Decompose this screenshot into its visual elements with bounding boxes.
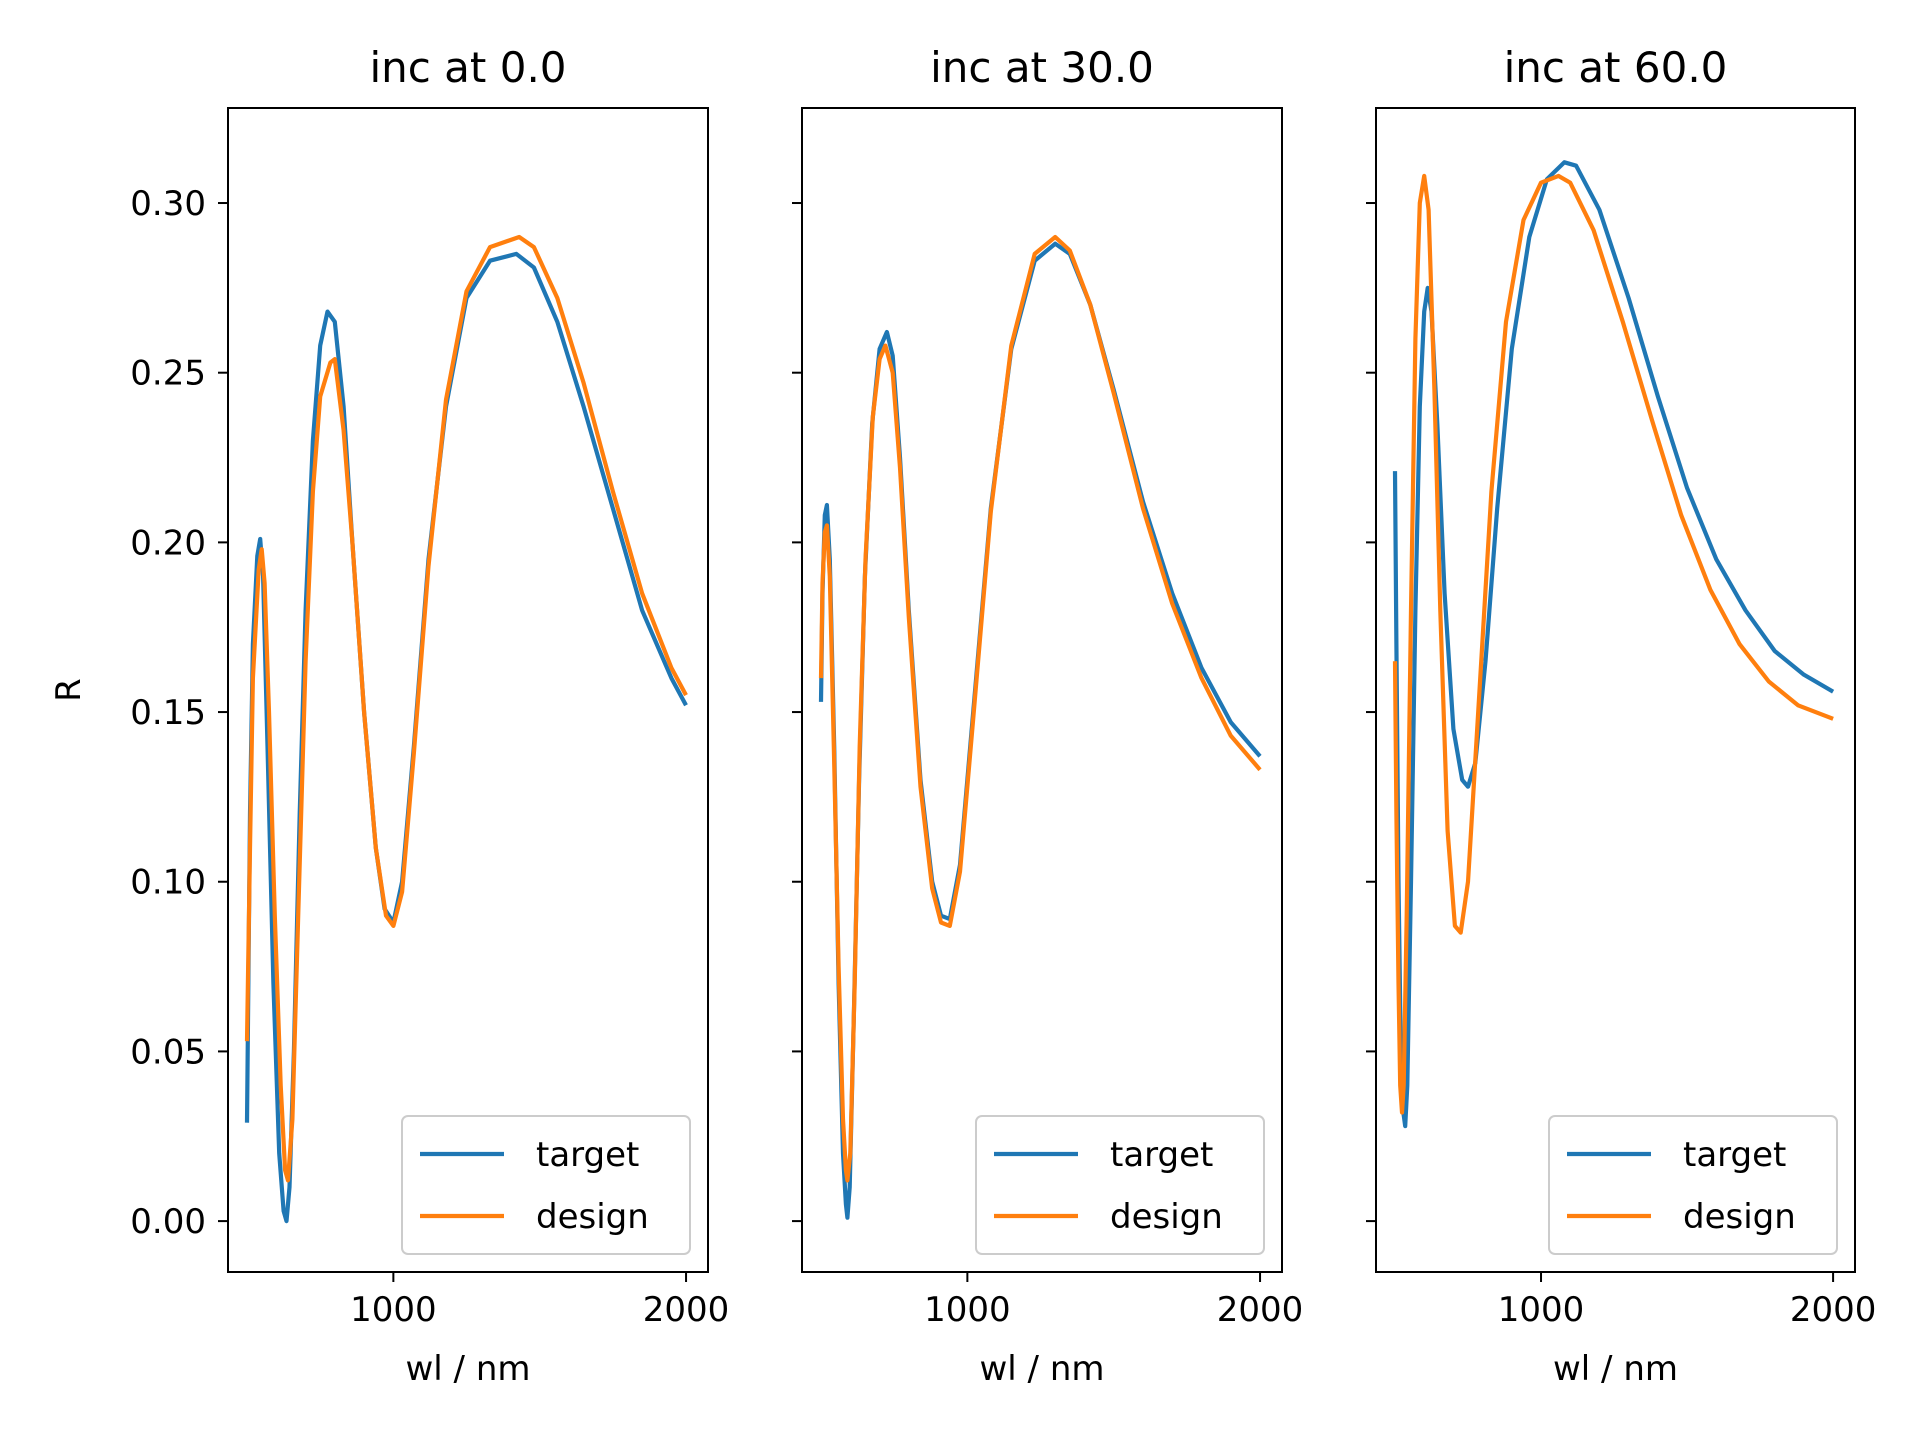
chart-panel-3: 1000 2000 inc at 60.0 wl / nm target design [1366,43,1876,1389]
x-tick-label: 1000 [350,1290,437,1330]
y-tick-label: 0.25 [130,354,206,394]
y-axis-label: R [49,678,89,702]
legend-box [1548,1115,1838,1255]
legend-box [401,1115,691,1255]
axes-frame [801,107,1283,1273]
x-tick-label: 1000 [1498,1290,1585,1330]
x-axis-label: wl / nm [1553,1349,1678,1389]
legend: target design [975,1115,1265,1255]
x-tick-label: 2000 [1217,1290,1304,1330]
y-tick-label: 0.15 [130,693,206,733]
series-line-design [1392,173,1834,1115]
series-line-target [244,251,688,1224]
axes-frame [1375,107,1856,1273]
legend-label-target: target [1110,1135,1213,1175]
legend-label-target: target [1683,1135,1786,1175]
x-tick-label: 1000 [924,1290,1011,1330]
y-tick-label: 0.00 [130,1202,206,1242]
y-tick-label: 0.10 [130,863,206,903]
chart-panel-1: 1000 2000 0.00 0.05 0.10 0.15 0.20 0.25 0.30 inc … [49,43,729,1389]
legend-label-design: design [1110,1197,1223,1237]
x-axis-label: wl / nm [980,1349,1105,1389]
panel-title: inc at 0.0 [369,43,566,92]
series-line-design [244,234,688,1183]
series-line-design [818,234,1262,1183]
panel-title: inc at 30.0 [930,43,1154,92]
panels: 1000 2000 0.00 0.05 0.10 0.15 0.20 0.25 0.30 inc … [49,43,1876,1389]
series-line-target [1392,160,1835,1129]
y-tick-label: 0.20 [130,523,206,563]
legend-label-design: design [536,1197,649,1237]
x-tick-label: 2000 [643,1290,730,1330]
x-axis-label: wl / nm [406,1349,531,1389]
chart-panel-2: 1000 2000 inc at 30.0 wl / nm target design [792,43,1303,1389]
panel-title: inc at 60.0 [1504,43,1728,92]
legend: target design [1548,1115,1838,1255]
y-tick-label: 0.05 [130,1032,206,1072]
legend-box [975,1115,1265,1255]
y-tick-label: 0.30 [130,184,206,224]
x-tick-label: 2000 [1790,1290,1877,1330]
legend: target design [401,1115,691,1255]
axes-frame [227,107,709,1273]
legend-label-design: design [1683,1197,1796,1237]
legend-label-target: target [536,1135,639,1175]
